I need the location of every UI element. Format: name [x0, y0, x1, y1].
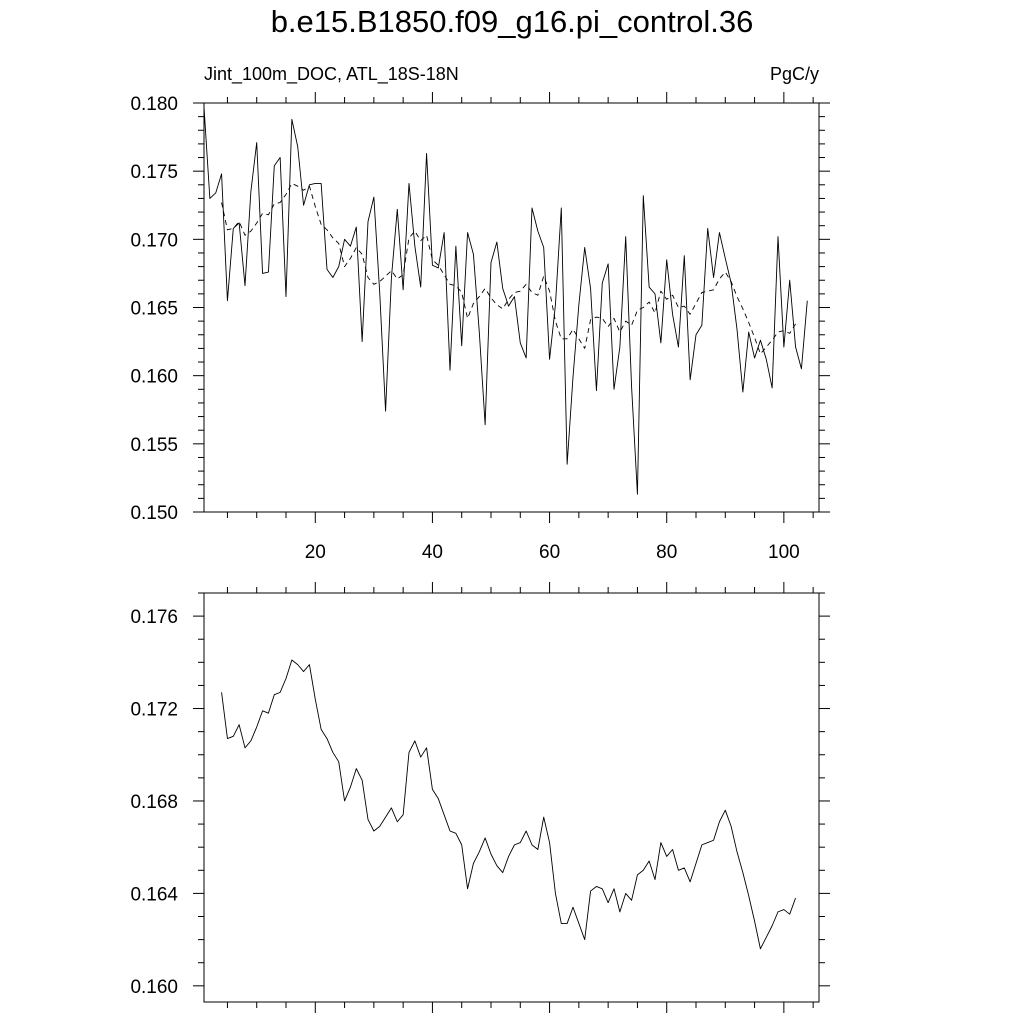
y-tick-label: 0.170: [130, 230, 178, 251]
x-tick-label: 80: [656, 542, 677, 563]
y-tick-label: 0.164: [130, 884, 178, 905]
plot-frame: [203, 102, 820, 513]
y-tick-label: 0.155: [130, 435, 178, 456]
top-panel: 0.150 0.155 0.160 0.165 0.170 0.175 0.180 20 40 6…: [130, 92, 830, 563]
y-tick-label: 0.168: [130, 792, 178, 813]
bottom-panel: 0.160 0.164 0.168 0.172 0.176: [130, 582, 830, 1013]
x-tick-label: 100: [768, 542, 800, 563]
plot-frame: [203, 592, 820, 1003]
y-tick-label: 0.180: [130, 94, 178, 115]
x-tick-label: 60: [539, 542, 560, 563]
chart-subtitle-variable: Jint_100m_DOC, ATL_18S-18N: [204, 64, 459, 84]
x-tick-label: 20: [305, 542, 326, 563]
x-tick-label: 40: [422, 542, 443, 563]
series-line-running-mean: [221, 182, 796, 355]
series-line-annual: [221, 659, 796, 950]
y-tick-label: 0.175: [130, 162, 178, 183]
y-tick-label: 0.165: [130, 299, 178, 320]
y-tick-label: 0.176: [130, 607, 178, 628]
y-tick-label: 0.160: [130, 977, 178, 998]
chart-title: b.e15.B1850.f09_g16.pi_control.36: [270, 4, 754, 39]
chart-subtitle-units: PgC/y: [769, 64, 819, 84]
y-tick-label: 0.160: [130, 367, 178, 388]
series-line-annual: [203, 107, 808, 495]
y-tick-label: 0.150: [130, 503, 178, 524]
y-tick-label: 0.172: [130, 700, 178, 721]
